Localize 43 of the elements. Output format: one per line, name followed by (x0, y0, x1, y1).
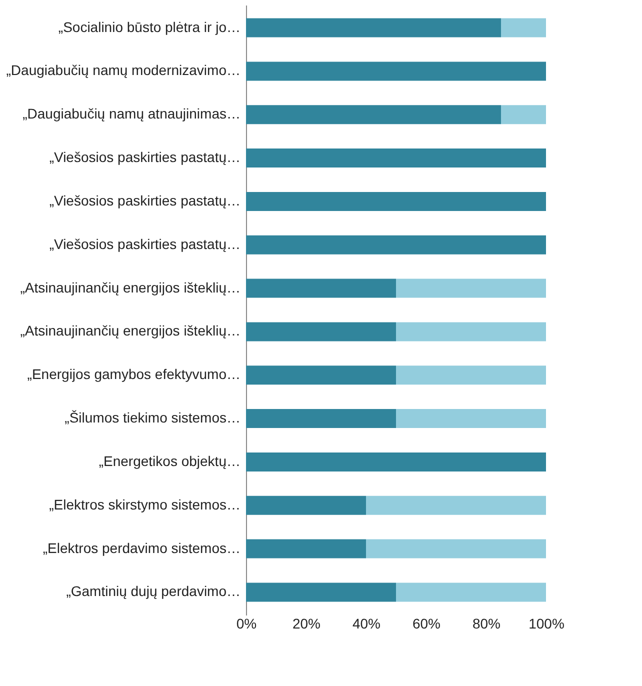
y-tick-label: „Daugiabučių namų modernizavimo… (6, 62, 240, 78)
y-tick-label: „Viešosios paskirties pastatų… (49, 149, 240, 166)
bar (396, 366, 546, 385)
bar (246, 539, 366, 558)
bar (246, 322, 396, 342)
bar (246, 148, 546, 168)
bar (366, 496, 546, 515)
bar (246, 366, 396, 385)
x-tick-label: 40% (352, 616, 381, 632)
x-tick-label: 20% (292, 616, 321, 632)
x-tick-label: 0% (236, 616, 257, 632)
bar (501, 105, 546, 124)
bar (246, 105, 501, 124)
y-tick-label: „Atsinaujinančių energijos išteklių… (20, 322, 240, 339)
bar (246, 409, 396, 428)
y-tick-label: „Viešosios paskirties pastatų… (49, 236, 240, 252)
x-tick-label: 80% (472, 616, 501, 632)
y-tick-label: „Viešosios paskirties pastatų… (49, 192, 240, 208)
y-tick-label: „Energijos gamybos efektyvumo… (27, 366, 240, 382)
bar (246, 18, 501, 38)
bar (246, 496, 366, 515)
bar (396, 278, 546, 298)
bar (246, 582, 396, 602)
bar (396, 582, 546, 602)
bar (246, 235, 546, 254)
bar (396, 322, 546, 342)
x-tick-label: 100% (528, 616, 564, 632)
y-tick-label: „Atsinaujinančių energijos išteklių… (20, 279, 240, 296)
bar (366, 539, 546, 558)
bar (396, 409, 546, 428)
x-tick-label: 60% (412, 616, 441, 632)
y-tick-label: „Daugiabučių namų atnaujinimas… (22, 106, 240, 122)
y-tick-label: „Gamtinių dujų perdavimo… (66, 583, 240, 600)
bar (246, 192, 546, 211)
y-tick-label: „Elektros perdavimo sistemos… (42, 540, 240, 556)
y-tick-label: „Elektros skirstymo sistemos… (49, 496, 240, 512)
bar (246, 452, 546, 472)
y-tick-label: „Energetikos objektų… (98, 452, 240, 469)
bar (501, 18, 546, 38)
bar (246, 62, 546, 81)
bar (246, 278, 396, 298)
y-tick-label: „Socialinio būsto plėtra ir jo… (58, 18, 240, 35)
y-tick-label: „Šilumos tiekimo sistemos… (64, 410, 240, 426)
